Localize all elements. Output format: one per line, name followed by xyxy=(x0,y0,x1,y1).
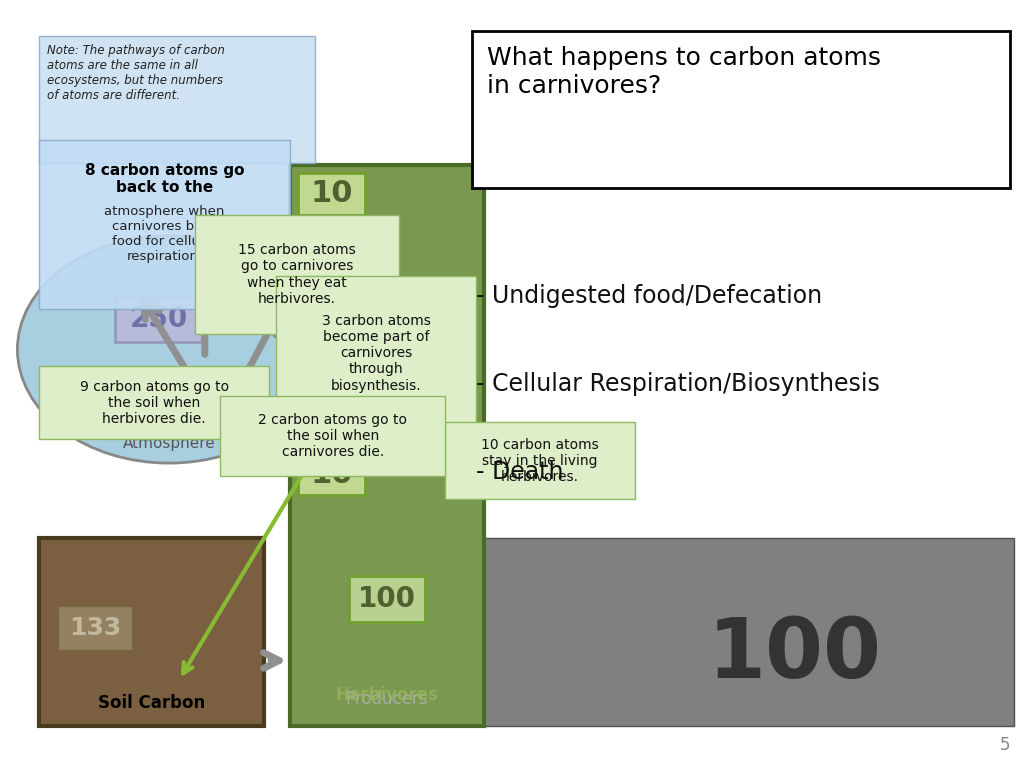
Bar xyxy=(39,538,264,726)
Bar xyxy=(445,422,635,499)
Bar xyxy=(39,140,290,309)
Bar xyxy=(290,165,484,449)
Text: 10: 10 xyxy=(310,180,352,208)
Bar xyxy=(472,31,1010,188)
Bar xyxy=(348,576,426,622)
Bar xyxy=(59,607,131,649)
Text: Herbivores: Herbivores xyxy=(336,686,438,704)
Bar xyxy=(39,366,269,439)
Text: 15 carbon atoms
go to carnivores
when they eat
herbivores.: 15 carbon atoms go to carnivores when th… xyxy=(239,243,355,306)
Text: - Cellular Respiration/Biosynthesis: - Cellular Respiration/Biosynthesis xyxy=(476,372,880,396)
Text: What happens to carbon atoms
in carnivores?: What happens to carbon atoms in carnivor… xyxy=(487,46,882,98)
Text: 9 carbon atoms go to
the soil when
herbivores die.: 9 carbon atoms go to the soil when herbi… xyxy=(80,379,228,426)
Text: 3 carbon atoms
become part of
carnivores
through
biosynthesis.: 3 carbon atoms become part of carnivores… xyxy=(322,314,431,392)
Text: - Undigested food/Defecation: - Undigested food/Defecation xyxy=(476,283,822,308)
Text: 2 carbon atoms go to
the soil when
carnivores die.: 2 carbon atoms go to the soil when carni… xyxy=(258,412,408,459)
Text: Carnivores: Carnivores xyxy=(337,409,437,428)
Text: 8 carbon atoms go
back to the: 8 carbon atoms go back to the xyxy=(85,163,244,195)
Bar xyxy=(39,36,315,163)
Bar xyxy=(220,396,445,476)
Text: 5: 5 xyxy=(1000,737,1011,754)
Text: - Death: - Death xyxy=(476,460,563,485)
Bar xyxy=(115,296,203,342)
Text: atmosphere when
carnivores burn
food for cellular
respiration.: atmosphere when carnivores burn food for… xyxy=(104,205,224,263)
Bar xyxy=(276,276,476,430)
Bar xyxy=(290,445,484,726)
Bar xyxy=(290,557,484,726)
Bar xyxy=(466,538,1014,726)
Bar xyxy=(298,173,365,215)
Text: Producers: Producers xyxy=(346,690,428,708)
Text: 100: 100 xyxy=(708,614,882,695)
Text: 10 carbon atoms
stay in the living
herbivores.: 10 carbon atoms stay in the living herbi… xyxy=(481,438,599,484)
Text: 10: 10 xyxy=(310,460,352,488)
Text: 133: 133 xyxy=(69,616,122,640)
Bar xyxy=(195,215,399,334)
Text: Soil Carbon: Soil Carbon xyxy=(98,694,205,712)
Bar xyxy=(298,453,365,495)
Circle shape xyxy=(17,236,321,463)
Text: Note: The pathways of carbon
atoms are the same in all
ecosystems, but the numbe: Note: The pathways of carbon atoms are t… xyxy=(47,44,225,102)
Text: 250: 250 xyxy=(130,305,187,333)
Text: Atmosphere: Atmosphere xyxy=(123,436,215,452)
Text: 100: 100 xyxy=(358,585,416,613)
